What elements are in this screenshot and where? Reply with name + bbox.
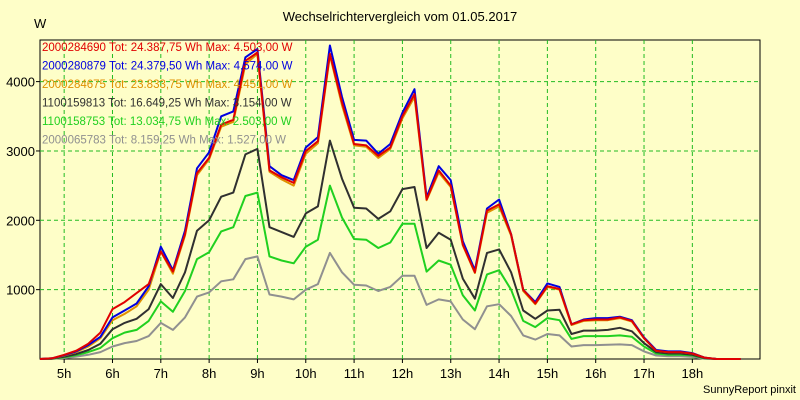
legend-entry-2000284690: 2000284690 Tot: 24.387,75 Wh Max: 4.503,… [42,42,293,54]
plot-area [39,39,761,360]
x-tick-label: 17h [633,366,655,381]
series-line-2000284690 [39,51,741,360]
y-tick-label: 4000 [6,75,35,90]
x-tick-label: 10h [295,366,317,381]
x-tick-label: 14h [488,366,510,381]
x-tick-label: 8h [202,366,216,381]
series-line-1100159813 [39,139,741,360]
x-tick-label: 11h [344,366,365,381]
x-tick-label: 18h [681,366,703,381]
x-tick-label: 5h [57,366,71,381]
legend-entry-1100158753: 1100158753 Tot: 13.034,75 Wh Max: 2.503,… [42,116,292,128]
chart-title: Wechselrichtervergleich vom 01.05.2017 [282,9,518,24]
y-axis-unit: W [34,16,47,31]
x-tick-label: 12h [392,366,414,381]
y-tick-label: 3000 [6,144,35,159]
y-tick-label: 2000 [6,213,35,228]
footer-credit: SunnyReport pinxit [703,384,796,396]
x-tick-label: 9h [250,366,264,381]
y-tick-label: 1000 [6,283,35,298]
legend-entry-1100159813: 1100159813 Tot: 16.649,25 Wh Max: 3.154,… [42,98,292,110]
series-line-2000065783 [39,251,741,360]
x-tick-label: 15h [537,366,559,381]
grid-lines [40,40,760,359]
legend-entry-2000065783: 2000065783 Tot: 8.159,25 Wh Max: 1.527,0… [42,135,286,147]
x-tick-label: 16h [585,366,607,381]
series-line-1100158753 [39,184,741,360]
x-tick-label: 7h [154,366,168,381]
x-tick-label: 13h [440,366,462,381]
axis-ticks: 5h 6h 7h 8h 9h 10h 11h 12h 13h 14h 15h 16h 17h 18h 100… [6,75,703,381]
legend-entry-2000284675: 2000284675 Tot: 23.833,75 Wh Max: 4.451,… [42,79,293,91]
legend: 2000284690 Tot: 24.387,75 Wh Max: 4.503,… [42,42,293,147]
x-tick-label: 6h [105,366,119,381]
series-lines [39,44,741,360]
legend-entry-2000280879: 2000280879 Tot: 24.379,50 Wh Max: 4.574,… [42,61,293,73]
